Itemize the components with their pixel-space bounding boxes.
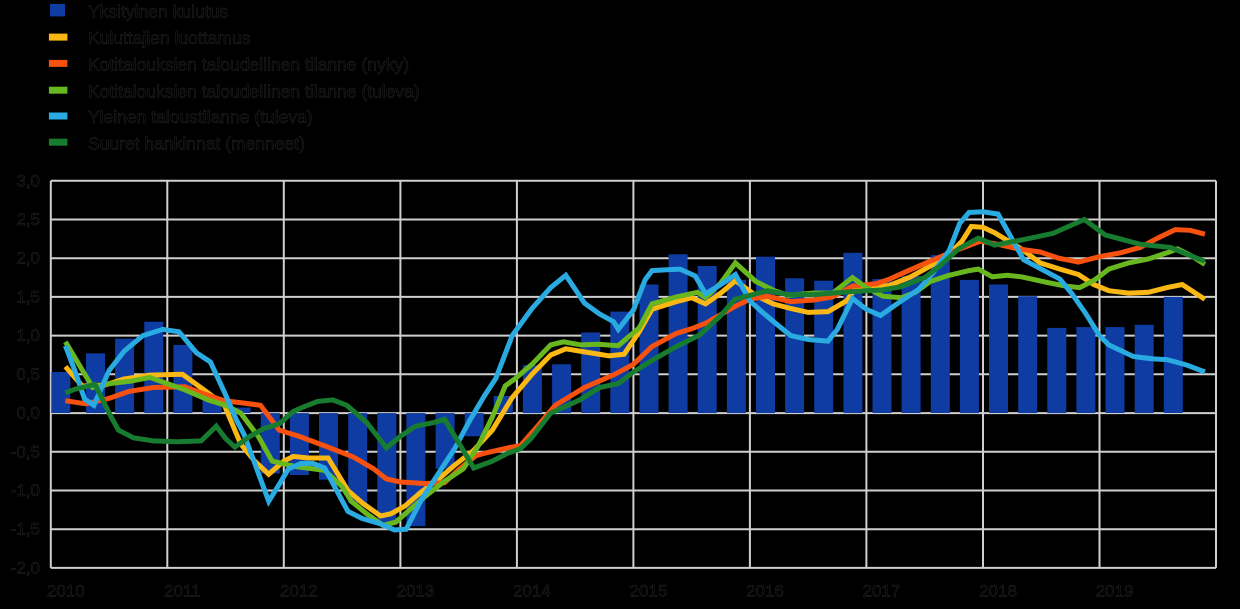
svg-text:2010: 2010 — [47, 582, 85, 601]
svg-text:Kotitalouksien taloudellinen t: Kotitalouksien taloudellinen tilanne (tu… — [88, 81, 420, 101]
svg-text:Kotitalouksien taloudellinen t: Kotitalouksien taloudellinen tilanne (ny… — [88, 55, 409, 75]
svg-text:2019: 2019 — [1096, 582, 1134, 601]
svg-text:-1,0: -1,0 — [11, 481, 40, 500]
svg-text:3,0: 3,0 — [16, 171, 40, 190]
svg-text:1,5: 1,5 — [16, 287, 40, 306]
svg-text:-2,0: -2,0 — [11, 558, 40, 577]
svg-text:0,0: 0,0 — [16, 404, 40, 423]
svg-text:2,5: 2,5 — [16, 210, 40, 229]
svg-text:2012: 2012 — [280, 582, 318, 601]
svg-text:2016: 2016 — [746, 582, 784, 601]
svg-text:2015: 2015 — [629, 582, 667, 601]
svg-text:2017: 2017 — [862, 582, 900, 601]
svg-text:1,0: 1,0 — [16, 326, 40, 345]
svg-text:Yksityinen kulutus: Yksityinen kulutus — [88, 1, 228, 21]
svg-text:Kuluttajien luottamus: Kuluttajien luottamus — [88, 28, 251, 48]
svg-text:-0,5: -0,5 — [11, 442, 40, 461]
svg-text:2013: 2013 — [396, 582, 434, 601]
svg-text:Suuret hankinnat (menneet): Suuret hankinnat (menneet) — [88, 133, 305, 153]
svg-text:2,0: 2,0 — [16, 249, 40, 268]
svg-text:2011: 2011 — [164, 582, 201, 601]
svg-text:Yleinen taloustilanne (tuleva): Yleinen taloustilanne (tuleva) — [88, 107, 313, 127]
svg-text:2018: 2018 — [979, 582, 1017, 601]
svg-text:-1,5: -1,5 — [11, 520, 40, 539]
svg-text:0,5: 0,5 — [16, 365, 40, 384]
svg-text:2014: 2014 — [513, 582, 551, 601]
